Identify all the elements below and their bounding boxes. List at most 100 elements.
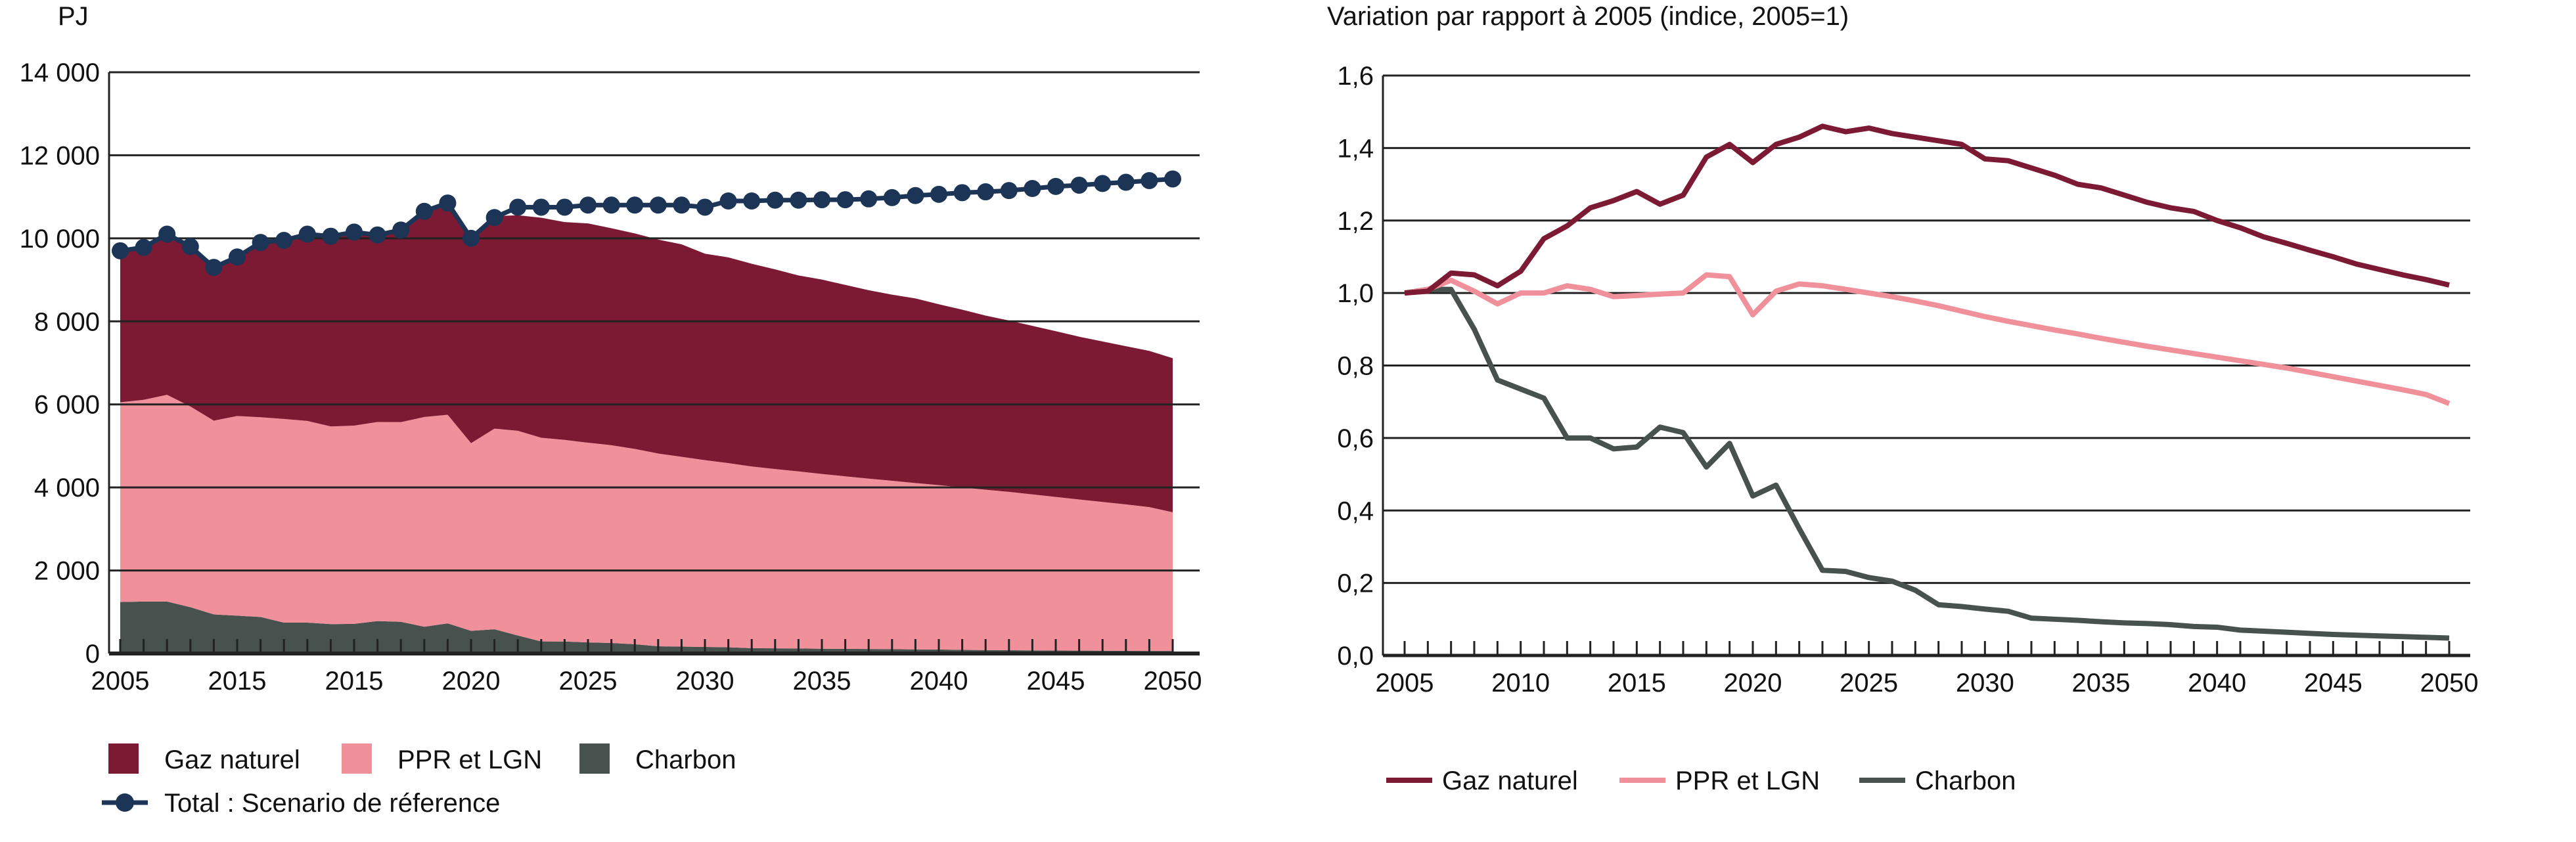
left-y-axis-label: PJ bbox=[58, 2, 89, 31]
legend-label-charbon: Charbon bbox=[635, 745, 736, 774]
x-tick-label: 2040 bbox=[2188, 669, 2246, 698]
point-total bbox=[1070, 176, 1088, 194]
point-total bbox=[860, 190, 878, 208]
legend-label-total: Total : Scenario de réference bbox=[164, 789, 500, 818]
y-tick-label: 0,6 bbox=[1337, 424, 1374, 453]
point-total bbox=[1094, 175, 1112, 192]
line-charbon bbox=[1404, 286, 2450, 641]
x-tick-label: 2040 bbox=[910, 667, 968, 696]
point-total bbox=[392, 221, 410, 239]
point-total bbox=[298, 225, 316, 243]
x-tick-label: 2005 bbox=[91, 667, 150, 696]
line-gaz bbox=[1404, 123, 2450, 296]
point-total bbox=[532, 198, 550, 216]
y-tick-label: 0,4 bbox=[1337, 497, 1374, 525]
point-total bbox=[836, 191, 854, 209]
legend-swatch-ppr bbox=[342, 743, 372, 774]
y-tick-label: 4 000 bbox=[34, 474, 100, 502]
area-charbon bbox=[120, 601, 1173, 654]
left-legend: Gaz naturel PPR et LGN Charbon Total : S… bbox=[102, 743, 736, 818]
y-tick-label: 6 000 bbox=[34, 391, 100, 420]
x-tick-label: 2030 bbox=[1956, 669, 2014, 698]
x-tick-label: 2005 bbox=[1376, 669, 1434, 698]
legend-label-ppr: PPR et LGN bbox=[397, 745, 542, 774]
point-total bbox=[719, 192, 737, 210]
point-total bbox=[135, 238, 152, 256]
x-tick-label: 2045 bbox=[1027, 667, 1085, 696]
legend-swatch-charbon bbox=[579, 743, 610, 774]
point-total bbox=[1164, 170, 1181, 188]
right-y-axis-label: Variation par rapport à 2005 (indice, 20… bbox=[1327, 2, 1849, 31]
point-total bbox=[790, 191, 807, 209]
left-chart-stacked-area: PJ 0 2 000 4 000 6 000 8 000 10 000 12 000 14 0… bbox=[20, 2, 1202, 696]
point-total bbox=[509, 198, 527, 216]
point-total bbox=[766, 191, 784, 209]
y-tick-label: 14 000 bbox=[20, 58, 100, 87]
point-total bbox=[463, 229, 480, 247]
legend-label-gaz: Gaz naturel bbox=[164, 745, 300, 774]
point-total bbox=[486, 209, 503, 227]
y-tick-label: 0,2 bbox=[1337, 569, 1374, 598]
point-total bbox=[743, 192, 761, 210]
point-total bbox=[181, 238, 199, 255]
x-tick-label: 2010 bbox=[1491, 669, 1550, 698]
point-total bbox=[1141, 171, 1158, 189]
right-chart-index-lines: Variation par rapport à 2005 (indice, 20… bbox=[1327, 2, 2478, 698]
point-total bbox=[252, 234, 269, 252]
point-total bbox=[205, 259, 223, 277]
x-tick-label: 2015 bbox=[325, 667, 384, 696]
point-total bbox=[1000, 182, 1018, 200]
x-tick-label: 2050 bbox=[1144, 667, 1202, 696]
point-total bbox=[883, 188, 901, 206]
y-tick-label: 0,0 bbox=[1337, 642, 1374, 671]
point-total bbox=[953, 184, 971, 202]
x-tick-label: 2015 bbox=[1608, 669, 1666, 698]
area-layer bbox=[120, 202, 1173, 654]
legend-label-gaz: Gaz naturel bbox=[1442, 766, 1578, 795]
point-total bbox=[229, 248, 246, 266]
x-tick-label: 2025 bbox=[559, 667, 618, 696]
line-total bbox=[120, 176, 1173, 271]
y-tick-label: 10 000 bbox=[20, 225, 100, 254]
point-total bbox=[1047, 177, 1064, 195]
point-total bbox=[158, 225, 176, 243]
y-tick-label: 0 bbox=[85, 640, 100, 669]
line-ppr bbox=[1404, 272, 2451, 407]
point-total bbox=[1117, 173, 1135, 191]
legend-swatch-gaz bbox=[108, 743, 139, 774]
point-total bbox=[112, 242, 129, 259]
y-tick-label: 8 000 bbox=[34, 307, 100, 336]
right-legend: Gaz naturel PPR et LGN Charbon bbox=[1386, 766, 2016, 795]
y-tick-label: 1,4 bbox=[1337, 134, 1374, 163]
point-total bbox=[673, 196, 690, 214]
point-total bbox=[977, 183, 995, 201]
x-tick-label: 2030 bbox=[676, 667, 734, 696]
legend-marker-total bbox=[116, 793, 134, 812]
y-tick-label: 2 000 bbox=[34, 557, 100, 586]
y-tick-label: 1,2 bbox=[1337, 207, 1374, 236]
point-total bbox=[907, 187, 924, 204]
point-total bbox=[602, 196, 620, 214]
point-total bbox=[369, 226, 386, 244]
point-total bbox=[579, 196, 597, 214]
x-tick-label: 2015 bbox=[208, 667, 267, 696]
y-tick-label: 12 000 bbox=[20, 141, 100, 170]
x-tick-label: 2050 bbox=[2420, 669, 2479, 698]
x-tick-label: 2020 bbox=[442, 667, 501, 696]
point-total bbox=[556, 198, 574, 216]
point-total bbox=[649, 196, 667, 214]
point-total bbox=[346, 223, 363, 241]
y-tick-label: 1,0 bbox=[1337, 279, 1374, 308]
y-tick-label: 0,8 bbox=[1337, 352, 1374, 381]
x-tick-label: 2025 bbox=[1840, 669, 1898, 698]
point-total bbox=[1024, 180, 1041, 197]
point-total bbox=[322, 227, 340, 245]
x-tick-label: 2035 bbox=[793, 667, 851, 696]
point-total bbox=[626, 196, 644, 214]
point-total bbox=[930, 185, 947, 203]
x-tick-label: 2035 bbox=[2072, 669, 2131, 698]
legend-label-ppr: PPR et LGN bbox=[1675, 766, 1820, 795]
legend-label-charbon: Charbon bbox=[1915, 766, 2016, 795]
point-total bbox=[439, 194, 457, 212]
